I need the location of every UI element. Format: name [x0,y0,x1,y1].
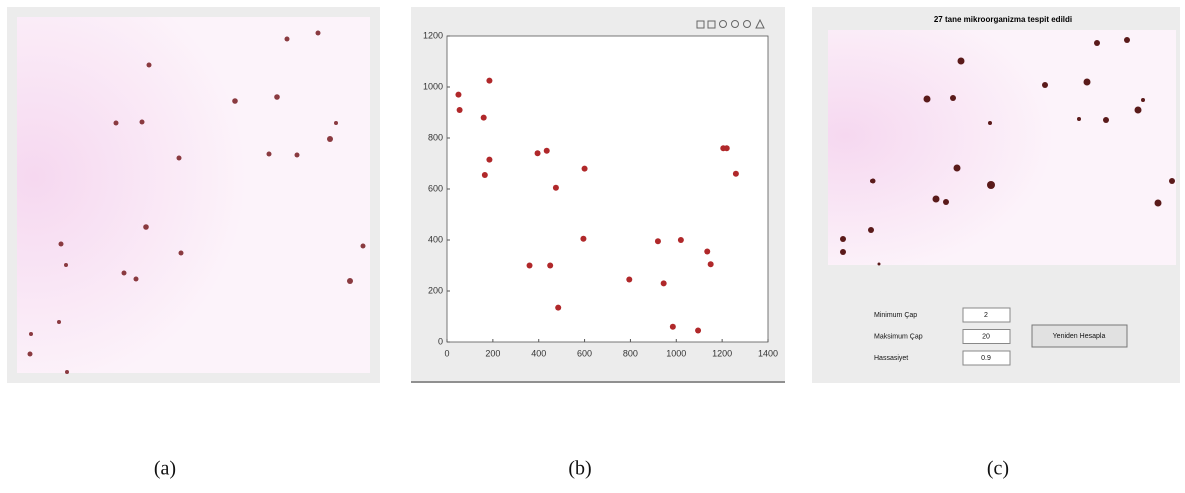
field-value: 2 [984,312,988,319]
x-tick-label: 400 [531,348,546,358]
point [455,91,462,98]
point [543,147,550,154]
plot-toolbar [696,18,765,29]
caption: (c) [987,458,1009,480]
x-tick-label: 0 [444,348,449,358]
plot-area [446,35,769,343]
point [707,261,714,268]
point [581,165,588,172]
point [552,184,559,191]
point [660,280,667,287]
field-label: Hassasiyet [874,355,908,362]
y-tick-label: 1200 [423,30,443,40]
point [626,276,633,283]
x-tick-label: 1200 [712,348,732,358]
point [580,235,587,242]
result-dots [840,37,1175,266]
field-input[interactable] [962,307,1011,323]
y-tick-label: 200 [428,285,443,295]
x-tick-label: 600 [577,348,592,358]
recalculate-button[interactable] [1031,324,1128,348]
image-dots [27,30,366,374]
result-image [828,30,1176,265]
point [486,77,493,84]
x-tick-label: 800 [623,348,638,358]
point [526,262,533,269]
point [669,323,676,330]
microscope-image [17,17,370,373]
y-tick-label: 600 [428,183,443,193]
x-tick-label: 200 [485,348,500,358]
y-tick-label: 0 [438,336,443,346]
point [456,106,463,113]
point [677,237,684,243]
point [732,170,739,177]
field-value: 0.9 [981,355,991,362]
point [480,114,487,121]
caption: (b) [568,458,591,480]
button-label: Yeniden Hesapla [1053,333,1106,340]
field-value: 20 [982,333,990,340]
gui-controls: Minimum Çap 2 Maksimum Çap 20 Hassasiyet 0.9 Y… [874,307,1128,366]
y-tick-label: 800 [428,132,443,142]
x-tick-label: 1400 [758,348,778,358]
scatter-chart: 0 200 400 600 800 1000 1200 1400 0 200 400 600 800 10… [423,30,778,358]
field-input[interactable] [962,329,1011,344]
point [555,304,562,311]
field-label: Minimum Çap [874,312,917,319]
caption: (a) [154,458,176,480]
field-label: Maksimum Çap [874,333,923,340]
point [486,156,493,163]
y-tick-label: 1000 [423,81,443,91]
point [695,327,702,334]
point [723,145,730,152]
gui-title: 27 tane mikroorganizma tespit edildi [934,15,1072,24]
point [704,248,711,255]
x-tick-label: 1000 [666,348,686,358]
point [534,150,541,157]
point [654,238,661,245]
y-tick-label: 400 [428,234,443,244]
point [547,262,554,269]
field-input[interactable] [962,350,1011,366]
point [481,171,488,178]
